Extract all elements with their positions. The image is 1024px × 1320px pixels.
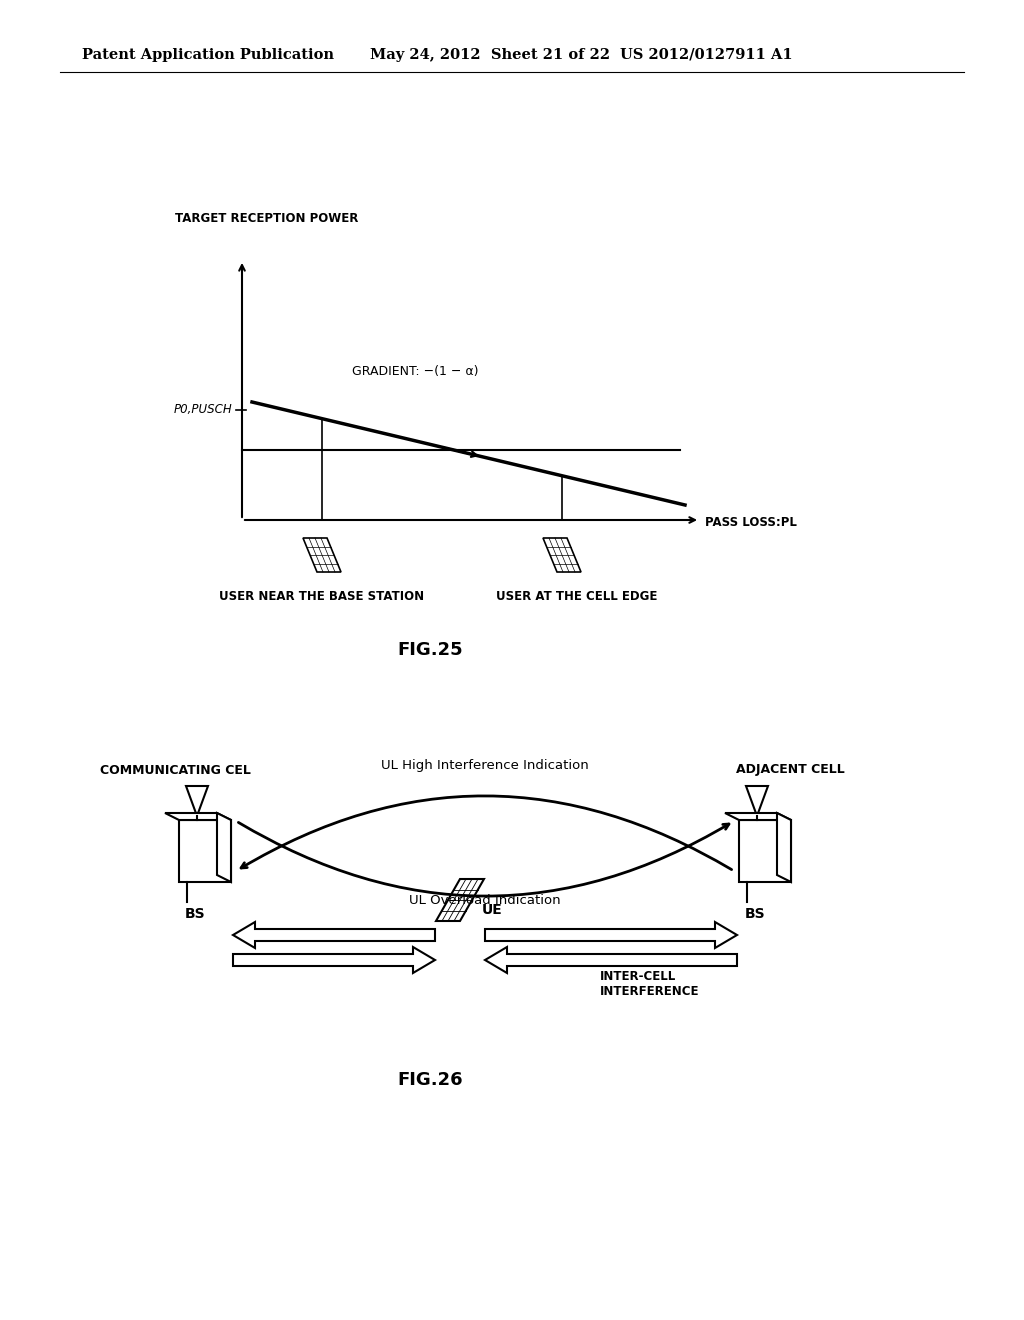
Polygon shape: [485, 946, 737, 973]
Text: BS: BS: [184, 907, 206, 921]
Text: P0,PUSCH: P0,PUSCH: [173, 404, 232, 417]
Polygon shape: [217, 813, 231, 882]
Text: BS: BS: [744, 907, 765, 921]
Text: USER NEAR THE BASE STATION: USER NEAR THE BASE STATION: [219, 590, 425, 603]
Text: TARGET RECEPTION POWER: TARGET RECEPTION POWER: [175, 211, 358, 224]
Polygon shape: [725, 813, 791, 820]
Text: INTER-CELL
INTERFERENCE: INTER-CELL INTERFERENCE: [600, 970, 699, 998]
Text: UL High Interference Indication: UL High Interference Indication: [381, 759, 589, 772]
Text: UE: UE: [482, 903, 503, 917]
Text: USER AT THE CELL EDGE: USER AT THE CELL EDGE: [497, 590, 657, 603]
Text: PASS LOSS:PL: PASS LOSS:PL: [705, 516, 797, 528]
Polygon shape: [303, 539, 341, 572]
Text: COMMUNICATING CEL: COMMUNICATING CEL: [99, 763, 251, 776]
Polygon shape: [746, 785, 768, 816]
Polygon shape: [739, 820, 791, 882]
Text: Patent Application Publication: Patent Application Publication: [82, 48, 334, 62]
Text: May 24, 2012  Sheet 21 of 22: May 24, 2012 Sheet 21 of 22: [370, 48, 610, 62]
Text: FIG.26: FIG.26: [397, 1071, 463, 1089]
Polygon shape: [436, 879, 484, 921]
Text: US 2012/0127911 A1: US 2012/0127911 A1: [620, 48, 793, 62]
Polygon shape: [233, 921, 435, 948]
Text: UL Overload Indication: UL Overload Indication: [410, 895, 561, 908]
Text: ADJACENT CELL: ADJACENT CELL: [735, 763, 845, 776]
Text: GRADIENT: −(1 − α): GRADIENT: −(1 − α): [352, 366, 478, 379]
Polygon shape: [165, 813, 231, 820]
Polygon shape: [179, 820, 231, 882]
Text: FIG.25: FIG.25: [397, 642, 463, 659]
Polygon shape: [233, 946, 435, 973]
Polygon shape: [777, 813, 791, 882]
Polygon shape: [485, 921, 737, 948]
Polygon shape: [543, 539, 581, 572]
Polygon shape: [186, 785, 208, 816]
